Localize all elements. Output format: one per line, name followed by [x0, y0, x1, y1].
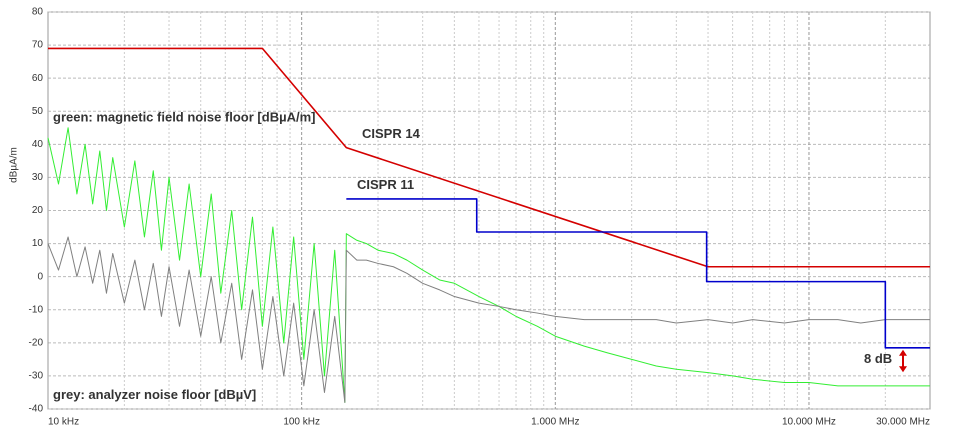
arrow-head [899, 349, 907, 356]
x-tick-label: 10 kHz [48, 417, 79, 428]
x-tick-label: 30.000 MHz [876, 417, 930, 428]
series-line [346, 198, 930, 349]
series-label: CISPR 14 [362, 126, 421, 141]
y-tick-label: 70 [32, 40, 44, 51]
y-tick-label: 10 [32, 238, 44, 249]
y-tick-label: 50 [32, 106, 44, 117]
x-tick-label: 1.000 MHz [531, 417, 579, 428]
x-tick-label: 100 kHz [283, 417, 320, 428]
y-tick-label: 20 [32, 205, 44, 216]
series-line [48, 47, 930, 268]
y-tick-label: 0 [37, 271, 43, 282]
y-axis-label: dBµA/m [9, 147, 20, 183]
y-tick-label: -10 [29, 304, 44, 315]
series-label: CISPR 11 [357, 177, 414, 192]
annotation: grey: analyzer noise floor [dBµV] [53, 387, 256, 402]
y-tick-label: 30 [32, 172, 44, 183]
y-tick-label: 60 [32, 73, 44, 84]
y-tick-label: 40 [32, 139, 44, 150]
arrow-head [899, 366, 907, 373]
y-tick-label: 80 [32, 7, 44, 18]
series-line [47, 127, 930, 403]
annotation: 8 dB [864, 351, 892, 366]
annotation: green: magnetic field noise floor [dBµA/… [53, 109, 315, 124]
y-tick-label: -40 [29, 404, 44, 415]
y-tick-label: -30 [29, 371, 44, 382]
y-tick-label: -20 [29, 337, 44, 348]
series-line [47, 236, 930, 403]
x-tick-label: 10.000 MHz [782, 417, 836, 428]
